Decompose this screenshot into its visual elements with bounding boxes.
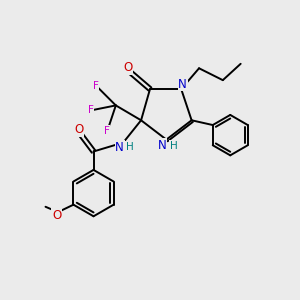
Text: H: H bbox=[126, 142, 134, 152]
Text: F: F bbox=[104, 126, 110, 136]
Text: F: F bbox=[88, 105, 94, 115]
Text: O: O bbox=[74, 123, 83, 136]
Text: F: F bbox=[93, 81, 98, 91]
Text: O: O bbox=[123, 61, 132, 74]
Text: N: N bbox=[178, 77, 187, 91]
Text: O: O bbox=[52, 209, 61, 222]
Text: N: N bbox=[115, 140, 124, 154]
Text: H: H bbox=[170, 140, 178, 151]
Text: N: N bbox=[158, 139, 166, 152]
